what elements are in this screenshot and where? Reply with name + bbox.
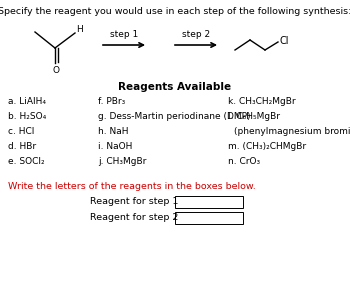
Text: d. HBr: d. HBr xyxy=(8,142,36,151)
Text: h. NaH: h. NaH xyxy=(98,127,128,136)
Text: Cl: Cl xyxy=(279,36,288,46)
Text: step 1: step 1 xyxy=(110,30,138,39)
Text: b. H₂SO₄: b. H₂SO₄ xyxy=(8,112,46,121)
Text: c. HCl: c. HCl xyxy=(8,127,34,136)
Text: m. (CH₃)₂CHMgBr: m. (CH₃)₂CHMgBr xyxy=(228,142,306,151)
Text: Write the letters of the reagents in the boxes below.: Write the letters of the reagents in the… xyxy=(8,182,256,191)
Text: step 2: step 2 xyxy=(182,30,210,39)
Text: g. Dess-Martin periodinane (DMP): g. Dess-Martin periodinane (DMP) xyxy=(98,112,251,121)
Text: O: O xyxy=(52,66,60,75)
Text: j. CH₃MgBr: j. CH₃MgBr xyxy=(98,157,146,166)
Text: Reagent for step 1: Reagent for step 1 xyxy=(90,197,178,207)
Text: (phenylmagnesium bromide): (phenylmagnesium bromide) xyxy=(234,127,350,136)
Text: i. NaOH: i. NaOH xyxy=(98,142,132,151)
Text: n. CrO₃: n. CrO₃ xyxy=(228,157,260,166)
Text: H: H xyxy=(76,25,83,35)
Text: e. SOCl₂: e. SOCl₂ xyxy=(8,157,45,166)
Bar xyxy=(175,212,243,224)
Text: Reagent for step 2: Reagent for step 2 xyxy=(90,214,178,222)
Text: Specify the reagent you would use in each step of the following synthesis:: Specify the reagent you would use in eac… xyxy=(0,7,350,16)
Text: f. PBr₃: f. PBr₃ xyxy=(98,97,125,106)
Text: k. CH₃CH₂MgBr: k. CH₃CH₂MgBr xyxy=(228,97,296,106)
Bar xyxy=(175,196,243,208)
Text: Reagents Available: Reagents Available xyxy=(118,82,232,92)
Text: a. LiAlH₄: a. LiAlH₄ xyxy=(8,97,46,106)
Text: l. C₆H₅MgBr: l. C₆H₅MgBr xyxy=(228,112,280,121)
